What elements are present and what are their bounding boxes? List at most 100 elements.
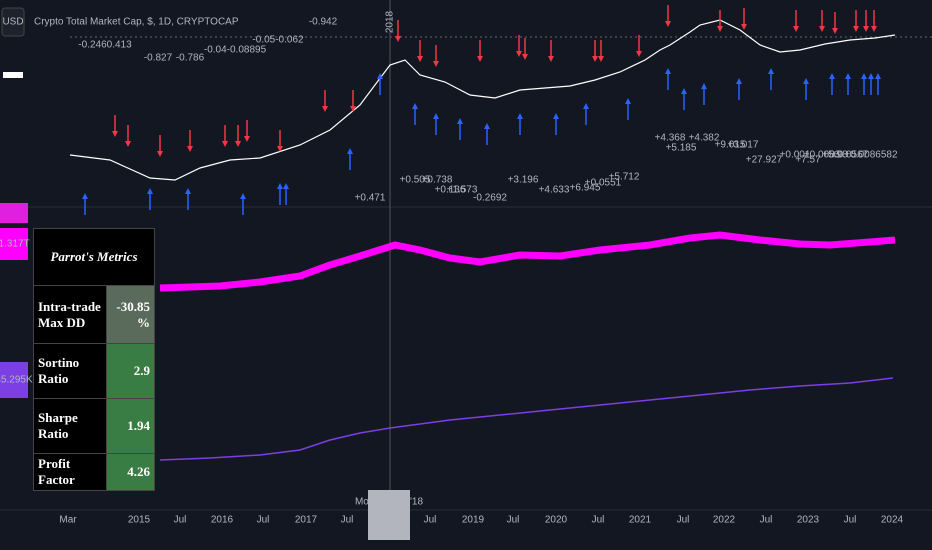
arrow-head [853,26,859,32]
trade-annotation: +0.0083 [804,150,841,161]
equity-line [159,231,896,292]
trade-annotation: +1.573 [447,185,478,196]
trade-annotation: +5.185 [666,143,697,154]
metric-name: Sortino Ratio [32,343,108,399]
metrics-title: Parrot's Metrics [33,228,155,286]
metric-name: Intra-trade Max DD [32,285,108,344]
arrow-head [322,106,328,112]
strategy-line [159,377,894,461]
price-tag [0,362,28,398]
metric-value: 1.94 [106,398,155,454]
arrow-head [350,106,356,112]
trade-annotation: -0.2692 [473,193,507,204]
arrow-head [147,188,153,194]
arrow-head [522,54,528,60]
arrow-head [592,56,598,62]
crosshair-date: Mon 01 Jan '18 [355,497,424,508]
trade-annotation: +0.0567 [832,150,869,161]
arrow-head [717,26,723,32]
arrow-head [665,68,671,74]
arrow-head [741,24,747,30]
trade-annotation: +0.471 [355,193,386,204]
trade-annotation: +0.0086582 [844,150,898,161]
x-axis-label: Jul [257,515,270,526]
arrow-head [832,28,838,34]
arrow-head [793,26,799,32]
arrow-head [845,73,851,79]
trade-annotation: -0.04-0.08895 [204,45,267,56]
arrow-head [395,36,401,42]
currency-button[interactable] [1,7,25,37]
trade-annotation: +4.368 [655,133,686,144]
arrow-head [871,26,877,32]
x-axis-label: Jul [341,515,354,526]
trade-annotation: +3.017 [728,140,759,151]
trade-annotation: +5.98 [822,150,848,161]
trade-annotation: +4.382 [689,133,720,144]
trade-annotation: -0.827 [144,53,173,64]
arrow-head [412,103,418,109]
x-axis-label: 2019 [462,515,485,526]
trade-annotation: +27.927 [746,155,783,166]
arrow-head [863,26,869,32]
metrics-row: Intra-trade Max DD -30.85 % [32,285,155,344]
trade-annotation: +7.57 [795,155,821,166]
arrow-head [235,141,241,147]
metrics-table: Parrot's Metrics Intra-trade Max DD -30.8… [32,228,155,491]
trade-annotation: +6.945 [570,183,601,194]
arrow-head [583,103,589,109]
arrow-head [484,123,490,129]
arrow-head [222,141,228,147]
trade-annotation: -0.786 [176,53,205,64]
metrics-row: Sharpe Ratio 1.94 [32,398,155,454]
trade-annotation: +5.712 [609,172,640,183]
arrow-head [277,183,283,189]
trade-annotation: +0.136 [435,185,466,196]
crosshair-date-box [368,490,410,540]
price-tag [0,228,28,260]
arrow-head [457,118,463,124]
trade-annotation: +9.015 [715,140,746,151]
x-axis-label: 2016 [211,515,234,526]
arrow-head [377,73,383,79]
x-axis-label: 2015 [128,515,151,526]
metric-value: 2.9 [106,343,155,399]
arrow-head [548,56,554,62]
metrics-row: Profit Factor 4.26 [32,453,155,491]
arrow-head [829,73,835,79]
arrow-head [861,73,867,79]
arrow-head [125,141,131,147]
x-axis-label: Jul [424,515,437,526]
arrow-head [598,56,604,62]
metric-name: Sharpe Ratio [32,398,108,454]
trade-annotation: +0.0551 [585,178,622,189]
arrow-head [517,113,523,119]
trade-annotation: +0.001 [780,150,811,161]
arrow-head [736,78,742,84]
arrow-head [477,56,483,62]
arrow-head [665,21,671,27]
x-axis-label: Jul [592,515,605,526]
trade-annotation: +0.738 [422,175,453,186]
x-axis-label: 2024 [881,515,904,526]
arrow-head [636,51,642,57]
currency: USD [2,17,23,28]
price-tag [0,203,28,223]
x-axis-label: Jul [677,515,690,526]
arrow-head [185,188,191,194]
price-line [69,19,896,181]
arrow-head [187,146,193,152]
trade-annotation: -0.05-0.062 [252,35,304,46]
x-axis-label: Jul [844,515,857,526]
x-axis-label: 2021 [629,515,652,526]
arrow-head [868,73,874,79]
swatch [3,72,23,78]
arrow-head [277,146,283,152]
metric-name: Profit Factor [32,453,108,491]
arrow-head [82,193,88,199]
price-label: 45.295K [0,375,33,386]
trade-annotation: +3.196 [508,175,539,186]
